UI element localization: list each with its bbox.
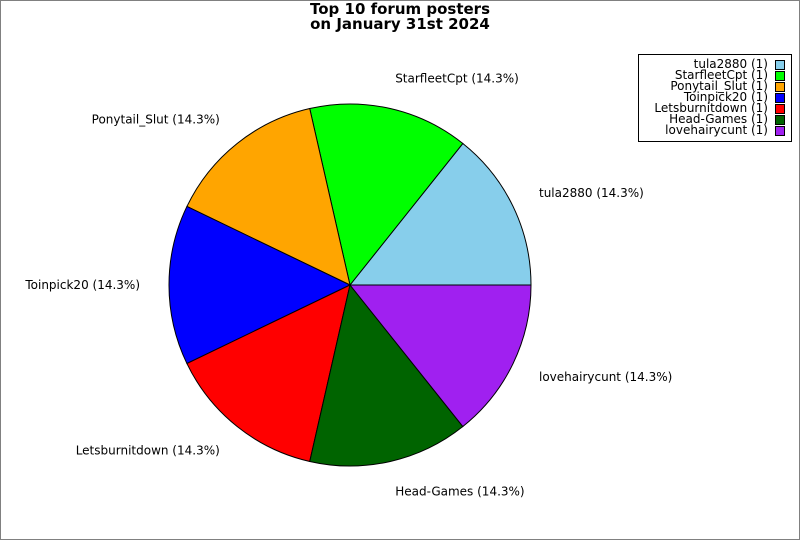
pie-slice-4 — [186, 284, 351, 463]
legend-label-4: Letsburnitdown (1) — [654, 101, 768, 115]
legend-label-3: Toinpick20 (1) — [683, 90, 768, 104]
legend-item-5: Head-Games (1) — [669, 112, 785, 126]
legend-item-1: StarfleetCpt (1) — [674, 68, 785, 82]
legend-item-4: Letsburnitdown (1) — [654, 101, 785, 115]
legend-label-2: Ponytail_Slut (1) — [670, 79, 768, 93]
pie-slice-label-6: lovehairycunt (14.3%) — [539, 370, 672, 384]
chart-title-line-1: Top 10 forum posters — [310, 0, 490, 18]
legend-label-6: lovehairycunt (1) — [665, 123, 768, 137]
chart-legend: tula2880 (1) StarfleetCpt (1) Ponytail_Slu… — [638, 54, 792, 142]
legend-label-1: StarfleetCpt (1) — [674, 68, 768, 82]
pie-slice-label-5: Head-Games (14.3%) — [395, 485, 524, 499]
legend-item-0: tula2880 (1) — [693, 57, 785, 71]
pie-slice-label-4: Letsburnitdown (14.3%) — [76, 444, 220, 458]
pie-slice-label-3: Toinpick20 (14.3%) — [24, 278, 140, 292]
pie-slice-2 — [186, 107, 351, 286]
pie-slice-label-1: StarfleetCpt (14.3%) — [395, 71, 519, 85]
legend-swatch-4 — [775, 103, 785, 114]
pie-slice-3 — [168, 205, 352, 365]
legend-swatch-1 — [775, 70, 785, 81]
legend-label-5: Head-Games (1) — [669, 112, 768, 126]
legend-swatch-5 — [775, 114, 785, 125]
legend-swatch-2 — [775, 81, 785, 92]
legend-item-6: lovehairycunt (1) — [665, 123, 785, 137]
pie-slice-label-2: Ponytail_Slut (14.3%) — [92, 112, 220, 126]
legend-swatch-3 — [775, 92, 785, 103]
pie-slice-5 — [309, 283, 464, 467]
legend-swatch-0 — [775, 59, 785, 70]
legend-swatch-6 — [775, 125, 785, 136]
legend-item-2: Ponytail_Slut (1) — [670, 79, 785, 93]
pie-slice-label-0: tula2880 (14.3%) — [539, 186, 644, 200]
legend-label-0: tula2880 (1) — [693, 57, 768, 71]
chart-title-line-2: on January 31st 2024 — [310, 15, 490, 33]
pie-slice-6 — [348, 284, 532, 428]
pie-slice-1 — [309, 103, 464, 287]
chart-title: Top 10 forum posters on January 31st 202… — [0, 2, 800, 32]
pie-slice-0 — [348, 142, 532, 286]
legend-item-3: Toinpick20 (1) — [683, 90, 785, 104]
